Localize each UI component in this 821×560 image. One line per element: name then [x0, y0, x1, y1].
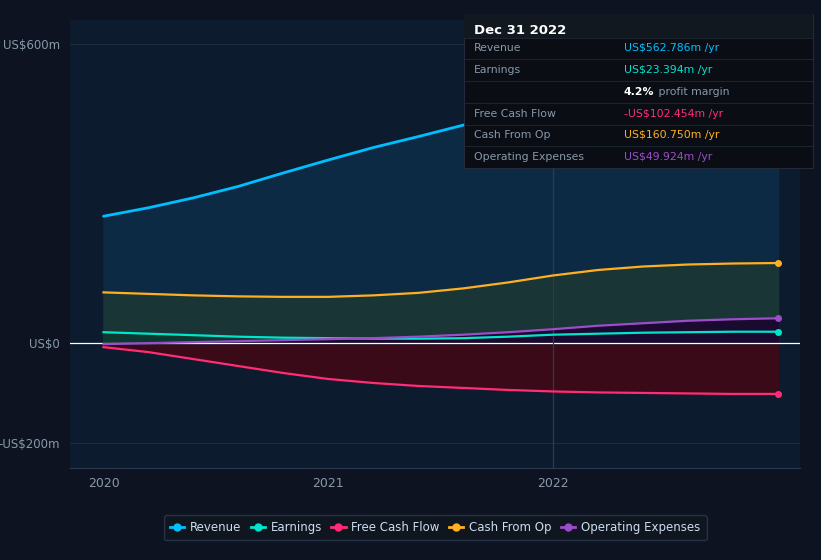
Text: US$49.924m /yr: US$49.924m /yr	[624, 152, 712, 162]
Text: Earnings: Earnings	[474, 65, 521, 75]
Text: US$160.750m /yr: US$160.750m /yr	[624, 130, 719, 141]
Text: Dec 31 2022: Dec 31 2022	[474, 24, 566, 38]
Text: -US$102.454m /yr: -US$102.454m /yr	[624, 109, 723, 119]
Text: Operating Expenses: Operating Expenses	[474, 152, 584, 162]
Text: Cash From Op: Cash From Op	[474, 130, 550, 141]
Text: Free Cash Flow: Free Cash Flow	[474, 109, 556, 119]
Legend: Revenue, Earnings, Free Cash Flow, Cash From Op, Operating Expenses: Revenue, Earnings, Free Cash Flow, Cash …	[163, 515, 707, 540]
Text: US$562.786m /yr: US$562.786m /yr	[624, 43, 719, 53]
Text: profit margin: profit margin	[655, 87, 730, 97]
Text: US$23.394m /yr: US$23.394m /yr	[624, 65, 712, 75]
Text: Revenue: Revenue	[474, 43, 521, 53]
Text: 4.2%: 4.2%	[624, 87, 654, 97]
